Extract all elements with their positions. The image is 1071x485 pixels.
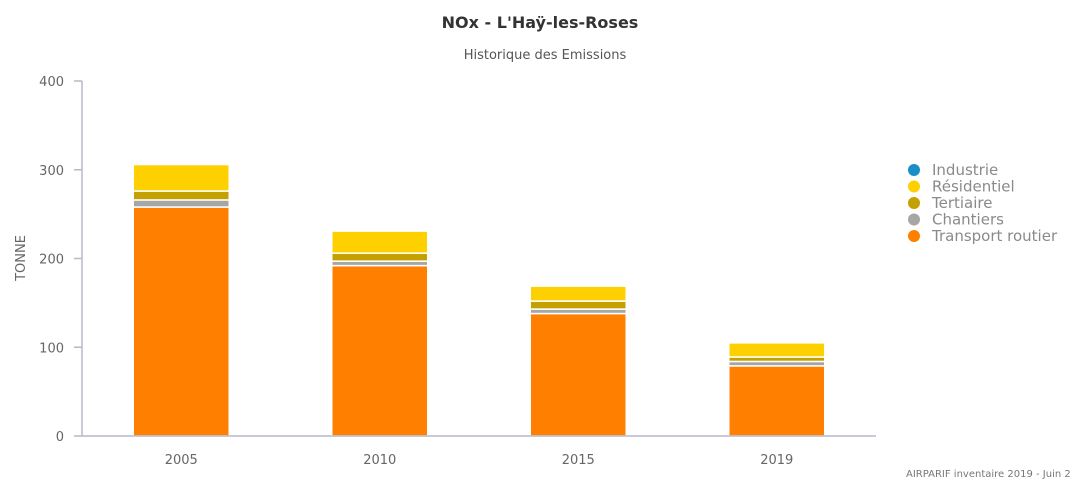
bar-segment-transport-routier-2015[interactable] — [530, 314, 626, 436]
x-tick-label: 2015 — [562, 453, 595, 468]
y-tick-label: 100 — [39, 341, 64, 356]
x-tick-label: 2019 — [760, 453, 793, 468]
legend-label[interactable]: Tertiaire — [931, 194, 992, 212]
x-tick-label: 2005 — [165, 453, 198, 468]
chart-title: NOx - L'Haÿ-les-Roses — [442, 13, 639, 32]
legend-marker[interactable] — [908, 181, 920, 193]
y-axis-title: TONNE — [14, 235, 29, 282]
legend-marker[interactable] — [908, 214, 920, 226]
x-axis: 2005 2010 2015 2019 — [82, 436, 876, 468]
bar-segment-tertiaire-2005[interactable] — [133, 191, 229, 200]
y-axis: 0 100 200 300 400 — [39, 75, 82, 445]
legend-marker[interactable] — [908, 197, 920, 209]
bar-segment-transport-routier-2019[interactable] — [729, 366, 825, 436]
x-tick-label: 2010 — [363, 453, 396, 468]
legend-marker[interactable] — [908, 230, 920, 242]
y-tick-label: 400 — [39, 75, 64, 90]
bar-segment-r-sidentiel-2015[interactable] — [530, 286, 626, 301]
chart-subtitle: Historique des Emissions — [464, 48, 627, 63]
bars-group — [133, 164, 825, 436]
legend-label[interactable]: Chantiers — [932, 211, 1004, 229]
bar-segment-tertiaire-2010[interactable] — [332, 253, 428, 261]
bar-segment-r-sidentiel-2019[interactable] — [729, 343, 825, 357]
y-tick-label: 200 — [39, 253, 64, 268]
credit-text: AIRPARIF inventaire 2019 - Juin 2021 — [906, 469, 1071, 480]
legend-label[interactable]: Transport routier — [931, 227, 1058, 245]
bar-segment-tertiaire-2015[interactable] — [530, 301, 626, 309]
legend-label[interactable]: Industrie — [932, 161, 998, 179]
legend: IndustrieRésidentielTertiaireChantiersTr… — [908, 161, 1058, 245]
bar-segment-transport-routier-2005[interactable] — [133, 207, 229, 436]
legend-label[interactable]: Résidentiel — [932, 178, 1015, 196]
bar-segment-r-sidentiel-2005[interactable] — [133, 164, 229, 191]
y-tick-label: 300 — [39, 164, 64, 179]
y-tick-label: 0 — [56, 430, 64, 445]
legend-marker[interactable] — [908, 164, 920, 176]
bar-segment-transport-routier-2010[interactable] — [332, 266, 428, 436]
bar-segment-chantiers-2005[interactable] — [133, 200, 229, 207]
bar-segment-r-sidentiel-2010[interactable] — [332, 231, 428, 253]
